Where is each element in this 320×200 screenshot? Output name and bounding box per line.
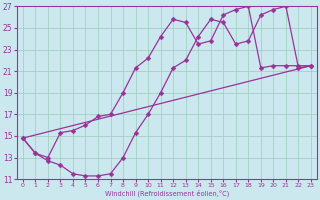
X-axis label: Windchill (Refroidissement éolien,°C): Windchill (Refroidissement éolien,°C) [105,190,229,197]
